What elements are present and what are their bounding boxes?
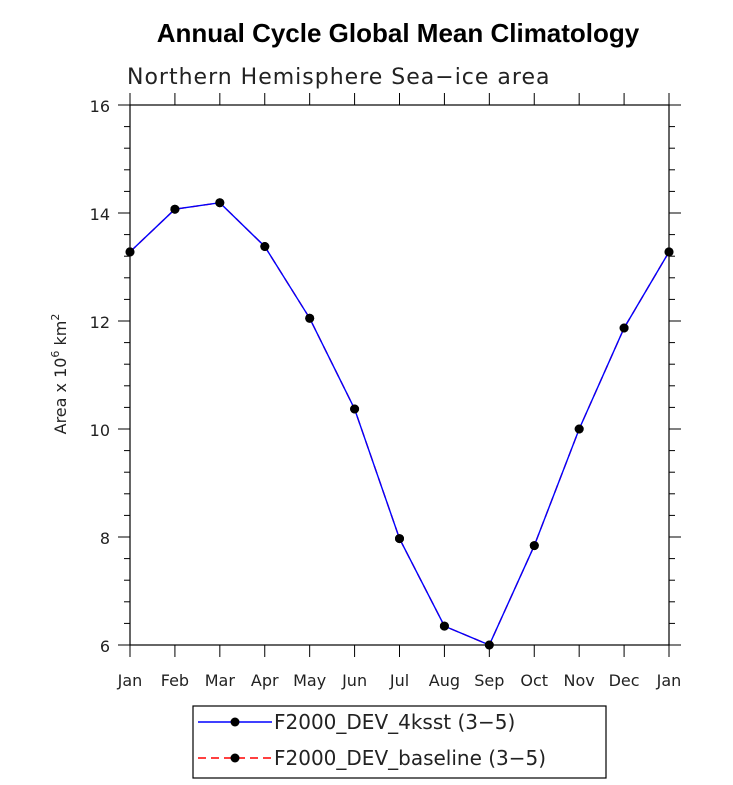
data-point [529, 541, 539, 551]
plot-frame [129, 104, 670, 646]
y-tick-label: 12 [90, 313, 110, 332]
x-tick-label: Jan [656, 671, 682, 690]
axis-ticks [118, 93, 681, 657]
series-line [129, 201, 670, 646]
y-axis-label: Area x 106 km2 [49, 314, 70, 435]
data-point [619, 323, 629, 333]
x-tick-label: Jan [117, 671, 143, 690]
legend-marker [230, 717, 240, 727]
x-tick-label: Nov [564, 671, 595, 690]
legend-label: F2000_DEV_baseline (3−5) [274, 746, 546, 770]
data-point [395, 534, 404, 544]
y-tick-label: 6 [100, 637, 110, 656]
y-tick-label: 10 [90, 421, 110, 440]
x-tick-label: May [293, 671, 326, 690]
data-point [439, 621, 449, 631]
data-point [350, 404, 360, 414]
series-layer [125, 198, 674, 650]
data-point [215, 198, 225, 208]
data-point [170, 204, 180, 214]
x-tick-label: Mar [205, 671, 236, 690]
x-tick-label: Apr [251, 671, 279, 690]
y-tick-label: 16 [90, 97, 110, 116]
series-line [129, 201, 670, 646]
legend-box [192, 705, 607, 779]
x-tick-label: Feb [161, 671, 189, 690]
y-tick-label: 14 [90, 205, 110, 224]
legend-label: F2000_DEV_4ksst (3−5) [274, 710, 515, 734]
x-tick-labels: Jan Feb Mar Apr May Jun Jul Aug Sep Oct Nov Dec Jan [117, 671, 682, 690]
x-tick-label: Aug [429, 671, 460, 690]
chart-subtitle: Northern Hemisphere Sea−ice area [127, 65, 551, 90]
data-point [574, 424, 584, 434]
x-tick-label: Oct [520, 671, 548, 690]
data-point [260, 242, 270, 251]
y-tick-label: 8 [100, 529, 110, 548]
svg-text:Area x 106 km2: Area x 106 km2 [49, 314, 70, 435]
x-tick-label: Jun [341, 671, 367, 690]
data-point [305, 313, 315, 323]
x-tick-label: Jul [389, 671, 409, 690]
x-tick-label: Sep [474, 671, 504, 690]
chart-title: Annual Cycle Global Mean Climatology [157, 18, 640, 48]
legend-marker [230, 753, 240, 763]
y-tick-labels: 6 8 10 12 14 16 [90, 97, 110, 656]
legend: F2000_DEV_4ksst (3−5) F2000_DEV_baseline … [192, 705, 607, 779]
x-tick-label: Dec [609, 671, 640, 690]
